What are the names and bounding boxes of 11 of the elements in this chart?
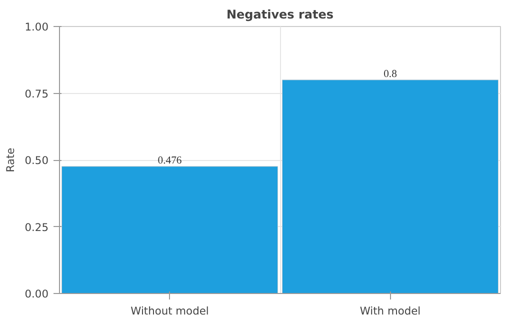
y-tick-label: 1.00 xyxy=(24,20,49,34)
y-tick-label: 0.00 xyxy=(24,288,49,300)
data-label: 0.8 xyxy=(384,68,397,80)
x-tick-label: Without model xyxy=(130,304,209,318)
x-tick-label: With model xyxy=(360,304,421,318)
data-label: 0.476 xyxy=(158,155,182,166)
y-tick-label: 0.25 xyxy=(24,220,49,234)
y-tick-label: 0.75 xyxy=(24,87,49,100)
y-axis-title: Rate xyxy=(4,148,17,172)
y-tick-label: 0.50 xyxy=(24,154,49,167)
chart-title: Negatives rates xyxy=(226,8,334,22)
